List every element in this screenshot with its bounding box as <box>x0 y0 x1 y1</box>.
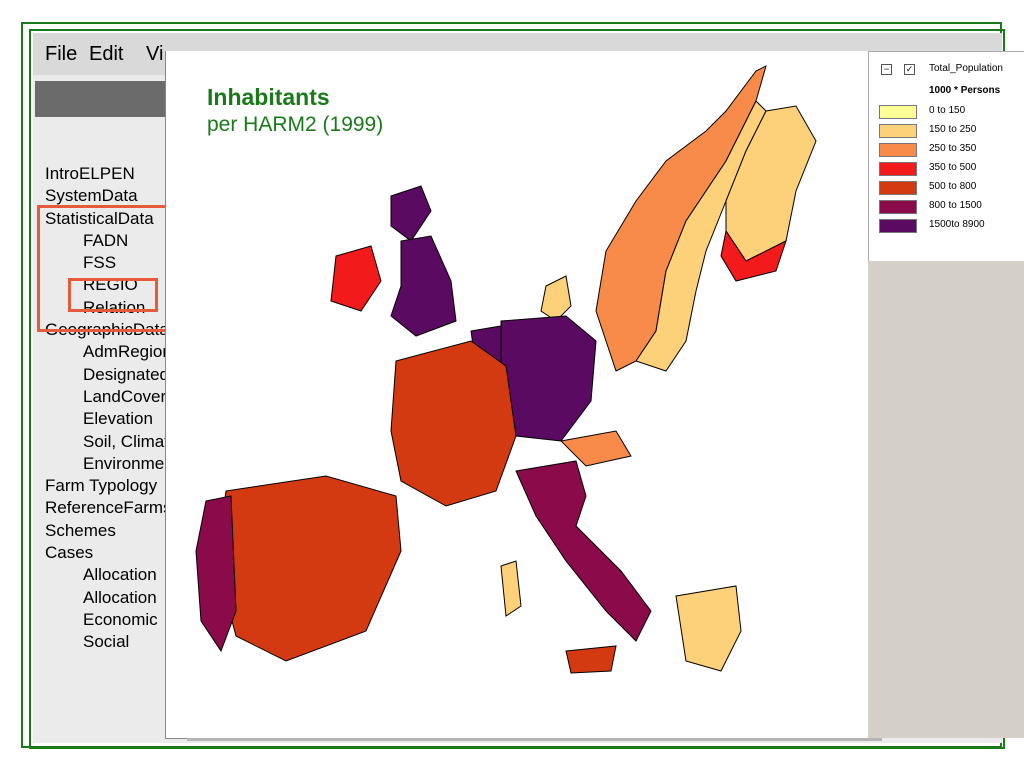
legend-class-label: 0 to 150 <box>929 105 966 116</box>
tree-item[interactable]: AdmRegions <box>83 342 167 362</box>
navigation-tree: IntroELPEN SystemData StatisticalData FADN F… <box>33 163 167 654</box>
legend-swatch <box>879 162 917 176</box>
layer-visibility-checkbox[interactable]: ✓ <box>904 64 915 75</box>
tree-item[interactable]: StatisticalData <box>45 208 154 228</box>
region-sardinia <box>500 560 522 617</box>
statistical-data-highlight <box>37 205 173 332</box>
horizontal-scrollbar[interactable] <box>187 738 882 741</box>
europe-choropleth-map[interactable] <box>166 51 868 738</box>
tree-item[interactable]: Social <box>83 632 130 652</box>
legend-class-label: 350 to 500 <box>929 162 977 173</box>
region-england <box>390 235 457 337</box>
legend-swatch <box>879 181 917 195</box>
tree-item[interactable]: FSS <box>83 253 117 273</box>
region-germany <box>500 315 597 442</box>
region-spain <box>215 475 402 662</box>
region-denmark <box>540 275 572 322</box>
legend-unit: 1000 * Persons <box>929 85 1001 96</box>
map-title: Inhabitants <box>207 84 330 110</box>
legend-swatch <box>879 124 917 138</box>
legend-class-label: 500 to 800 <box>929 181 977 192</box>
legend-panel-background <box>868 261 1024 738</box>
legend-panel: − ✓ Total_Population 1000 * Persons 0 to… <box>868 51 1024 263</box>
region-france <box>390 340 517 507</box>
tree-item[interactable]: Allocation <box>83 587 157 607</box>
tree-item[interactable]: Environment <box>83 453 167 473</box>
region-austria <box>559 430 632 467</box>
menu-edit[interactable]: Edit <box>89 43 124 65</box>
legend-swatch <box>879 219 917 233</box>
tree-item[interactable]: Soil, Climate <box>83 431 167 451</box>
tree-item[interactable]: SystemData <box>45 186 138 206</box>
tree-item[interactable]: ReferenceFarms <box>45 498 167 518</box>
region-ireland <box>330 245 382 312</box>
legend-swatch <box>879 105 917 119</box>
region-scotland <box>390 185 432 242</box>
tree-item[interactable]: FADN <box>83 230 129 250</box>
legend-class-label: 1500to 8900 <box>929 219 985 230</box>
legend-swatch <box>879 200 917 214</box>
legend-class-label: 150 to 250 <box>929 124 977 135</box>
tree-item[interactable]: Allocation <box>83 565 157 585</box>
region-sicily <box>565 645 617 674</box>
tree-item[interactable]: Cases <box>45 543 94 563</box>
map-window[interactable]: Inhabitants per HARM2 (1999) <box>165 51 868 739</box>
menu-file[interactable]: File <box>45 43 78 65</box>
legend-swatch <box>879 143 917 157</box>
map-subtitle: per HARM2 (1999) <box>207 113 384 136</box>
legend-class-label: 800 to 1500 <box>929 200 982 211</box>
regio-highlight <box>68 278 158 312</box>
region-greece <box>675 585 742 672</box>
tree-item[interactable]: Schemes <box>45 520 116 540</box>
tree-item[interactable]: Relation <box>83 297 146 317</box>
tree-item[interactable]: Designated <box>83 364 167 384</box>
menu-view[interactable]: Vi <box>146 43 164 65</box>
region-finland-south <box>720 229 787 282</box>
legend-collapse-button[interactable]: − <box>881 64 892 75</box>
tree-item[interactable]: IntroELPEN <box>45 164 135 183</box>
legend-class-label: 250 to 350 <box>929 143 977 154</box>
tree-item[interactable]: Farm Typology <box>45 476 158 496</box>
tree-item[interactable]: Elevation <box>83 409 153 429</box>
region-portugal <box>195 495 237 653</box>
tree-item[interactable]: Economic <box>83 609 158 629</box>
legend-layer-name: Total_Population <box>929 63 1003 74</box>
region-italy <box>515 460 652 642</box>
tree-item[interactable]: LandCover <box>83 386 167 406</box>
